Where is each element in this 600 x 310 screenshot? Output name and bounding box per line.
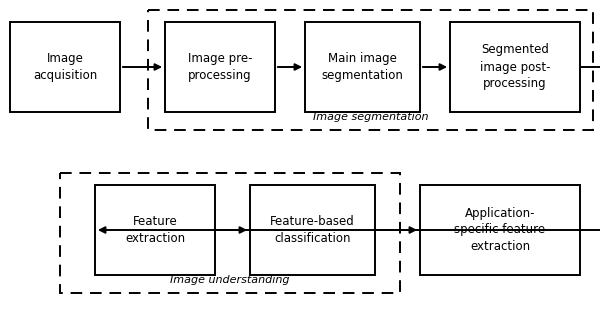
Text: Image
acquisition: Image acquisition <box>33 52 97 82</box>
Text: Image segmentation: Image segmentation <box>313 112 428 122</box>
Text: Feature-based
classification: Feature-based classification <box>270 215 355 245</box>
Bar <box>420 185 580 275</box>
Text: Feature
extraction: Feature extraction <box>125 215 185 245</box>
Text: Segmented
image post-
processing: Segmented image post- processing <box>480 43 550 91</box>
Bar <box>95 185 215 275</box>
Text: Image understanding: Image understanding <box>170 275 290 285</box>
Bar <box>148 10 593 130</box>
Bar <box>10 22 120 112</box>
Text: Application-
specific feature
extraction: Application- specific feature extraction <box>454 206 545 254</box>
Bar <box>450 22 580 112</box>
Bar <box>305 22 420 112</box>
Bar <box>250 185 375 275</box>
Bar <box>165 22 275 112</box>
Bar <box>60 173 400 293</box>
Text: Image pre-
processing: Image pre- processing <box>188 52 252 82</box>
Text: Main image
segmentation: Main image segmentation <box>322 52 403 82</box>
